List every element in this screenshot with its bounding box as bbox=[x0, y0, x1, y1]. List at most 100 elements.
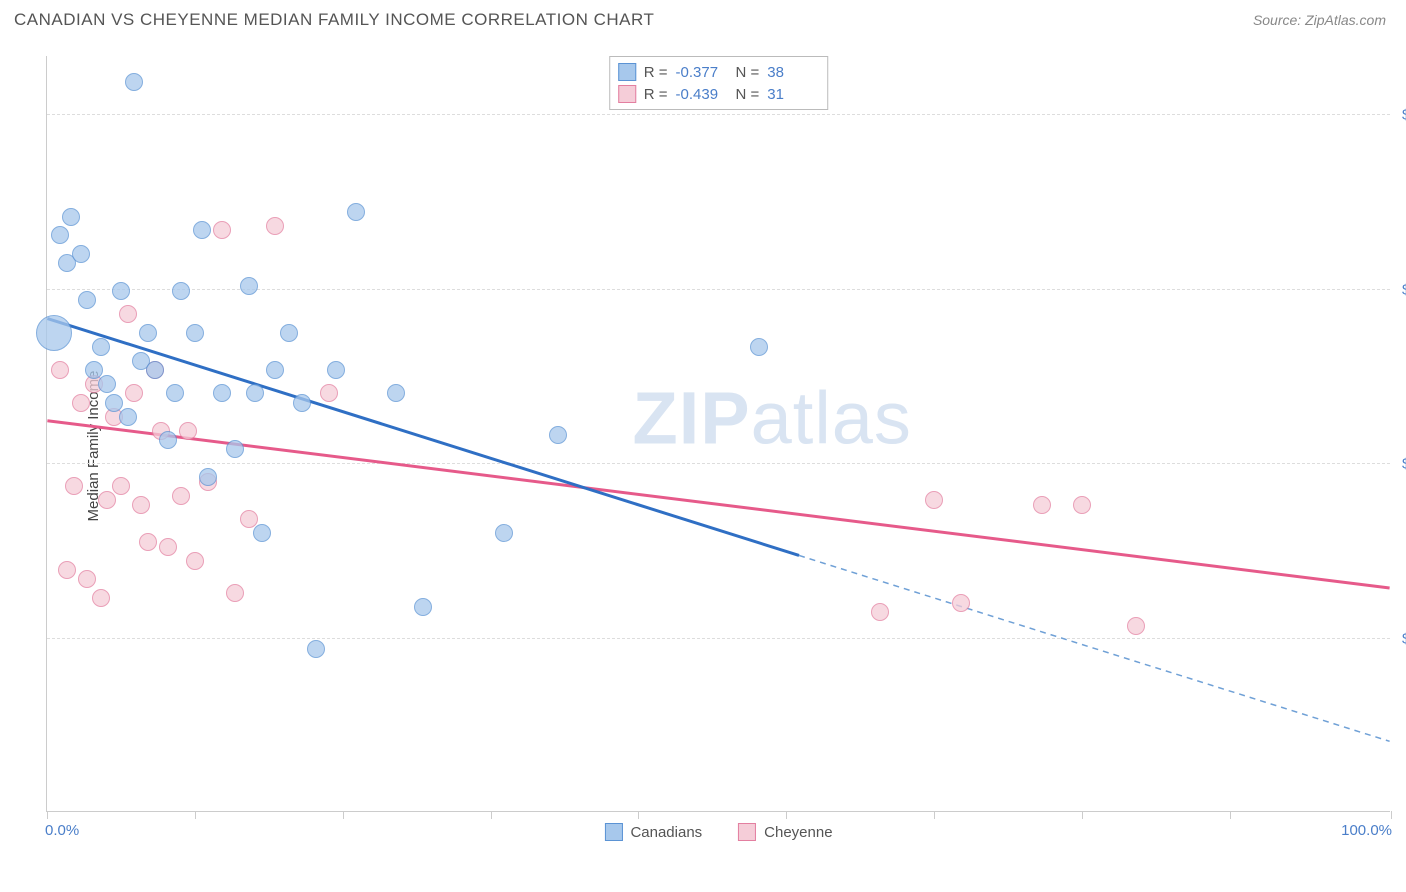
data-point-cheyenne bbox=[98, 491, 116, 509]
stat-r-label: R = bbox=[644, 86, 668, 103]
y-axis-tick-label: $112,500 bbox=[1394, 281, 1406, 298]
legend-item: Canadians bbox=[604, 823, 702, 841]
data-point-canadians bbox=[166, 384, 184, 402]
data-point-cheyenne bbox=[1073, 496, 1091, 514]
watermark-zip: ZIP bbox=[633, 377, 751, 460]
legend-swatch bbox=[618, 63, 636, 81]
data-point-canadians bbox=[213, 384, 231, 402]
legend-label: Canadians bbox=[630, 824, 702, 841]
scatter-chart: ZIPatlas $37,500$75,000$112,500$150,000 … bbox=[46, 56, 1390, 812]
data-point-canadians bbox=[253, 524, 271, 542]
gridline: $75,000 bbox=[47, 463, 1390, 464]
data-point-canadians bbox=[51, 226, 69, 244]
data-point-canadians bbox=[125, 73, 143, 91]
data-point-canadians bbox=[112, 282, 130, 300]
legend-swatch bbox=[738, 823, 756, 841]
stat-r-value: -0.439 bbox=[676, 86, 728, 103]
data-point-canadians bbox=[240, 277, 258, 295]
data-point-canadians bbox=[495, 524, 513, 542]
data-point-canadians bbox=[266, 361, 284, 379]
data-point-canadians bbox=[78, 291, 96, 309]
data-point-cheyenne bbox=[266, 217, 284, 235]
watermark-atlas: atlas bbox=[751, 377, 912, 460]
legend-swatch bbox=[604, 823, 622, 841]
series-legend: Canadians Cheyenne bbox=[604, 823, 832, 841]
x-axis-tick bbox=[343, 811, 344, 819]
data-point-canadians bbox=[414, 598, 432, 616]
data-point-canadians bbox=[293, 394, 311, 412]
data-point-cheyenne bbox=[112, 477, 130, 495]
x-axis-tick bbox=[1082, 811, 1083, 819]
data-point-cheyenne bbox=[1033, 496, 1051, 514]
x-axis-tick bbox=[786, 811, 787, 819]
data-point-cheyenne bbox=[58, 561, 76, 579]
data-point-cheyenne bbox=[186, 552, 204, 570]
data-point-canadians bbox=[98, 375, 116, 393]
data-point-canadians bbox=[146, 361, 164, 379]
data-point-canadians bbox=[62, 208, 80, 226]
data-point-cheyenne bbox=[871, 603, 889, 621]
legend-swatch bbox=[618, 85, 636, 103]
data-point-canadians bbox=[172, 282, 190, 300]
data-point-cheyenne bbox=[119, 305, 137, 323]
data-point-canadians bbox=[193, 221, 211, 239]
data-point-canadians bbox=[226, 440, 244, 458]
data-point-cheyenne bbox=[213, 221, 231, 239]
data-point-cheyenne bbox=[65, 477, 83, 495]
data-point-canadians bbox=[159, 431, 177, 449]
data-point-canadians bbox=[387, 384, 405, 402]
y-axis-tick-label: $75,000 bbox=[1394, 456, 1406, 473]
data-point-canadians bbox=[750, 338, 768, 356]
stat-n-label: N = bbox=[736, 64, 760, 81]
data-point-canadians bbox=[549, 426, 567, 444]
stats-legend: R = -0.377 N = 38 R = -0.439 N = 31 bbox=[609, 56, 829, 110]
data-point-canadians bbox=[119, 408, 137, 426]
stat-r-value: -0.377 bbox=[676, 64, 728, 81]
data-point-canadians bbox=[105, 394, 123, 412]
data-point-cheyenne bbox=[179, 422, 197, 440]
data-point-canadians bbox=[347, 203, 365, 221]
legend-item: Cheyenne bbox=[738, 823, 832, 841]
data-point-canadians bbox=[327, 361, 345, 379]
stat-n-value: 31 bbox=[767, 86, 819, 103]
data-point-cheyenne bbox=[1127, 617, 1145, 635]
data-point-cheyenne bbox=[51, 361, 69, 379]
gridline: $150,000 bbox=[47, 114, 1390, 115]
x-axis-max-label: 100.0% bbox=[1341, 822, 1392, 839]
x-axis-tick bbox=[491, 811, 492, 819]
data-point-cheyenne bbox=[139, 533, 157, 551]
chart-title: CANADIAN VS CHEYENNE MEDIAN FAMILY INCOM… bbox=[14, 10, 654, 30]
data-point-cheyenne bbox=[72, 394, 90, 412]
stat-legend-row: R = -0.439 N = 31 bbox=[618, 83, 820, 105]
stat-legend-row: R =-0.377N =38 bbox=[618, 61, 820, 83]
watermark: ZIPatlas bbox=[633, 376, 912, 461]
y-axis-tick-label: $150,000 bbox=[1394, 107, 1406, 124]
stat-n-label: N = bbox=[736, 86, 760, 103]
gridline: $37,500 bbox=[47, 638, 1390, 639]
data-point-cheyenne bbox=[226, 584, 244, 602]
data-point-cheyenne bbox=[92, 589, 110, 607]
x-axis-tick bbox=[934, 811, 935, 819]
x-axis-tick bbox=[1230, 811, 1231, 819]
data-point-canadians bbox=[246, 384, 264, 402]
trend-lines bbox=[47, 56, 1390, 811]
x-axis-tick bbox=[47, 811, 48, 819]
data-point-cheyenne bbox=[925, 491, 943, 509]
data-point-canadians bbox=[36, 315, 72, 351]
x-axis-tick bbox=[1391, 811, 1392, 819]
data-point-cheyenne bbox=[952, 594, 970, 612]
data-point-cheyenne bbox=[172, 487, 190, 505]
data-point-cheyenne bbox=[78, 570, 96, 588]
data-point-canadians bbox=[199, 468, 217, 486]
y-axis-tick-label: $37,500 bbox=[1394, 630, 1406, 647]
data-point-cheyenne bbox=[240, 510, 258, 528]
data-point-cheyenne bbox=[132, 496, 150, 514]
data-point-canadians bbox=[280, 324, 298, 342]
x-axis-tick bbox=[638, 811, 639, 819]
stat-n-value: 38 bbox=[767, 64, 819, 81]
data-point-cheyenne bbox=[125, 384, 143, 402]
data-point-cheyenne bbox=[320, 384, 338, 402]
data-point-canadians bbox=[139, 324, 157, 342]
data-point-canadians bbox=[85, 361, 103, 379]
data-point-cheyenne bbox=[159, 538, 177, 556]
